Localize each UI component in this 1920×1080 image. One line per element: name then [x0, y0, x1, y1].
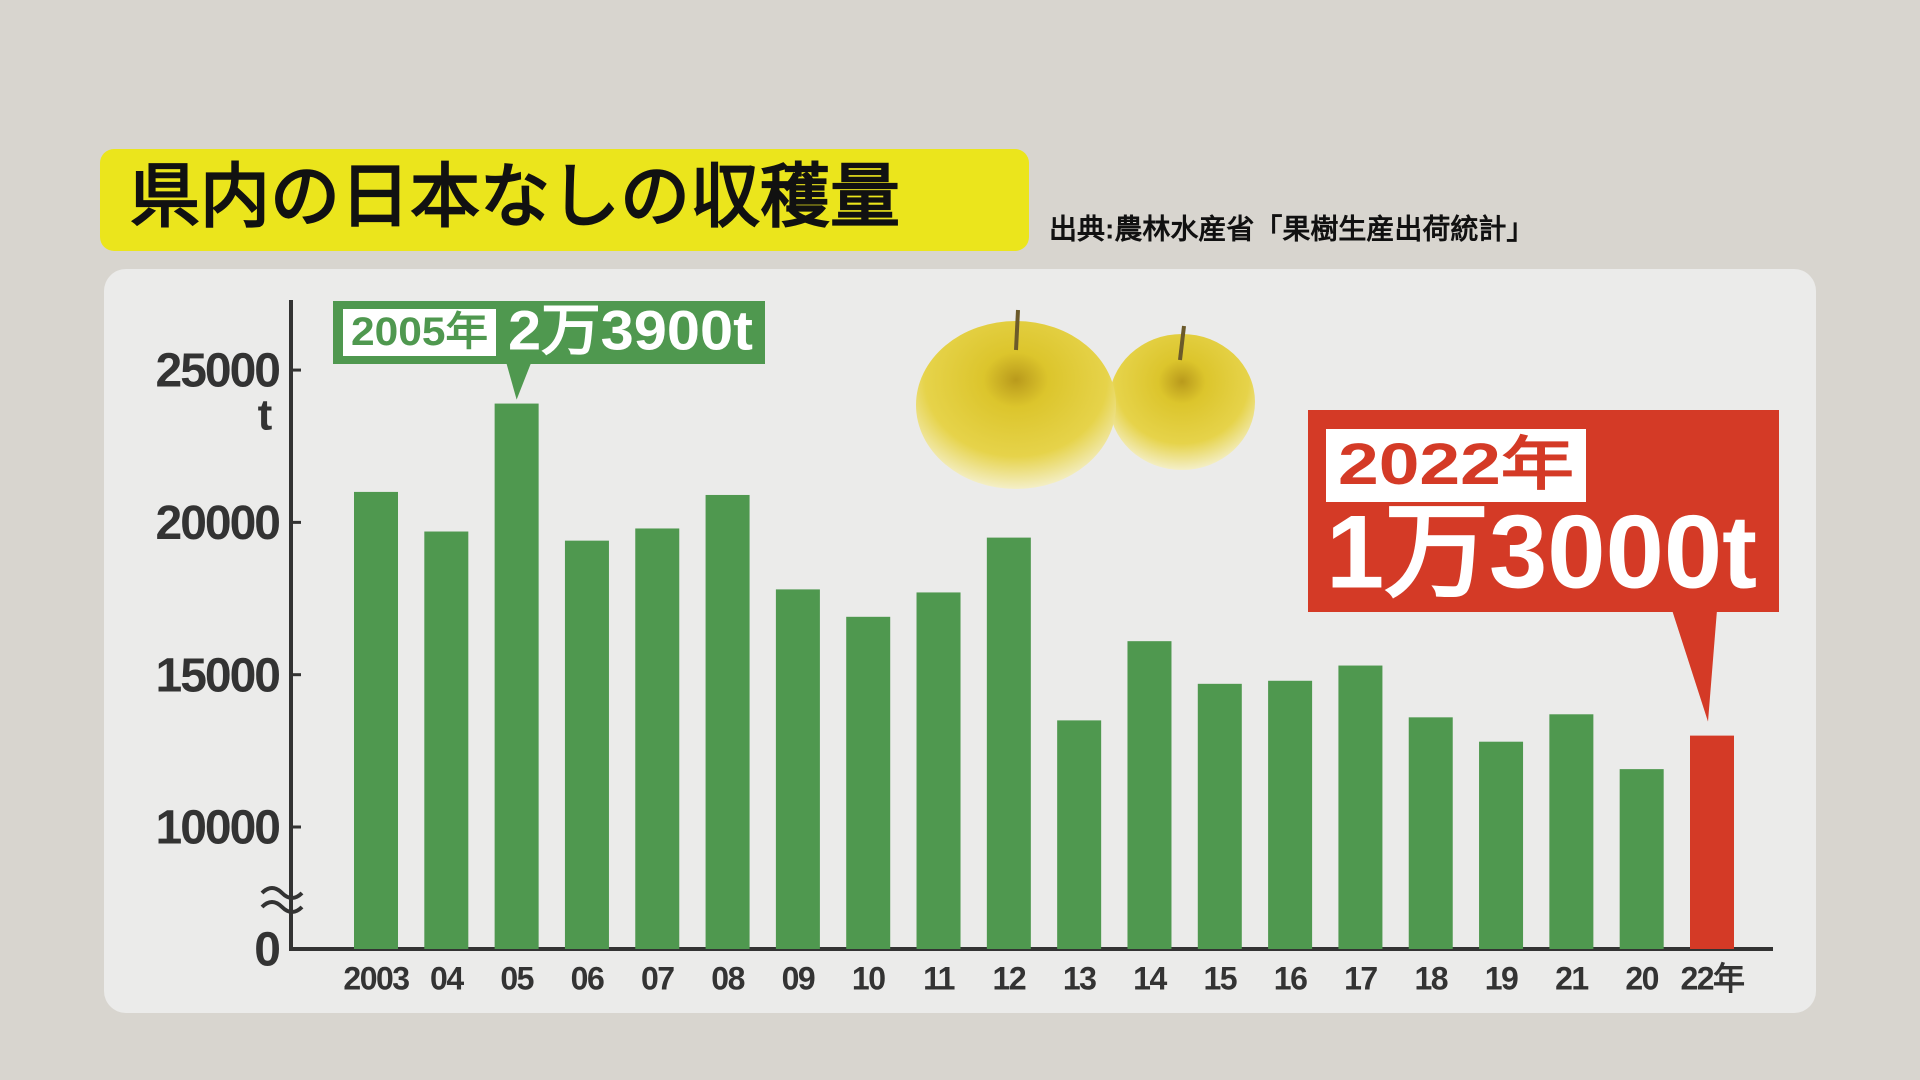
- bar: [775, 589, 820, 949]
- bar: [1408, 717, 1453, 949]
- bar: [1268, 680, 1313, 949]
- bar: [1690, 735, 1734, 949]
- x-tick-label: 10: [852, 960, 885, 996]
- y-tick-label: 10000: [156, 802, 280, 855]
- bar: [1338, 665, 1383, 949]
- y-tick-label: 20000: [156, 497, 280, 550]
- bar: [564, 540, 609, 949]
- x-tick-label: 11: [923, 960, 955, 996]
- bar: [1619, 769, 1664, 949]
- callout-title: 2022年: [1338, 432, 1574, 497]
- apple: [1109, 334, 1255, 470]
- x-tick-label: 06: [571, 960, 604, 996]
- bar: [424, 531, 469, 949]
- axis-break: [260, 886, 304, 914]
- bar: [1549, 714, 1594, 949]
- apple: [916, 321, 1116, 489]
- bar: [635, 528, 680, 949]
- x-tick-label: 21: [1555, 960, 1588, 996]
- value-label: 2万3900t: [508, 298, 753, 361]
- y-tick-label: 15000: [156, 649, 280, 702]
- apples: [916, 309, 1255, 489]
- callout-inner: [1326, 429, 1586, 502]
- bar: [354, 491, 398, 949]
- y-tick-label: 25000: [156, 345, 280, 398]
- chart-title: 県内の日本なしの収穫量: [130, 157, 900, 235]
- callout-title: 2005年: [351, 310, 488, 354]
- x-tick-label: 16: [1274, 960, 1307, 996]
- title-box: [100, 149, 1029, 251]
- x-tick-label: 19: [1485, 960, 1518, 996]
- x-tick-label: 22年: [1680, 960, 1745, 996]
- x-tick-label: 15: [1203, 960, 1236, 996]
- x-tick-label: 08: [711, 960, 744, 996]
- x-tick-label: 12: [993, 960, 1026, 996]
- x-tick-label: 2003: [343, 960, 409, 996]
- bar: [846, 616, 891, 949]
- bar: [494, 403, 539, 949]
- bar: [1057, 720, 1102, 949]
- bar: [1479, 741, 1524, 949]
- callout-pointer: [1672, 610, 1717, 722]
- x-tick-label: 17: [1344, 960, 1377, 996]
- source-note: 出典:農林水産省「果樹生産出荷統計」: [1049, 212, 1534, 244]
- apple-stem: [1178, 325, 1186, 361]
- callout-inner: [343, 309, 496, 356]
- x-tick-label: 07: [641, 960, 674, 996]
- y-unit: t: [258, 391, 273, 440]
- x-tick-label: 20: [1625, 960, 1658, 996]
- y-tick-label: 0: [254, 924, 279, 977]
- x-tick-label: 14: [1133, 960, 1167, 996]
- apple-stem: [1014, 309, 1020, 351]
- x-tick-label: 18: [1414, 960, 1447, 996]
- callout: 2005年 2万3900t: [333, 298, 765, 400]
- x-tick-label: 09: [782, 960, 815, 996]
- x-tick-label: 05: [500, 960, 533, 996]
- bar: [916, 592, 961, 949]
- bar: [986, 537, 1031, 949]
- x-tick-label: 13: [1063, 960, 1096, 996]
- bar: [705, 494, 750, 949]
- x-tick-label: 04: [430, 960, 464, 996]
- bar: [1127, 641, 1172, 949]
- bar: [1197, 683, 1242, 949]
- value-label: 1万3000t: [1326, 494, 1757, 610]
- callout-pointer: [506, 364, 531, 400]
